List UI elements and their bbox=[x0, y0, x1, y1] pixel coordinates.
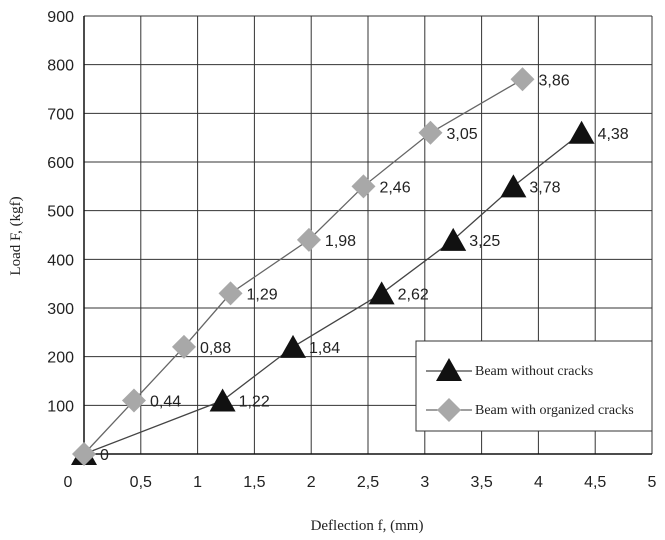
data-point-diamond bbox=[418, 120, 443, 145]
series-markers bbox=[71, 67, 595, 466]
x-tick-label: 1 bbox=[193, 474, 202, 491]
data-label: 0,88 bbox=[200, 340, 231, 357]
data-label: 0 bbox=[100, 447, 109, 464]
axes bbox=[83, 16, 652, 455]
data-point-triangle bbox=[440, 227, 467, 251]
y-tick-label: 900 bbox=[47, 9, 74, 26]
data-point-diamond bbox=[510, 67, 535, 92]
y-tick-label: 100 bbox=[47, 398, 74, 415]
legend: Beam without cracks Beam with organized … bbox=[415, 340, 653, 432]
x-tick-label: 0,5 bbox=[130, 474, 152, 491]
data-point-diamond bbox=[72, 442, 96, 466]
y-axis-title: Load F, (kgf) bbox=[8, 196, 24, 275]
x-tick-label: 4 bbox=[534, 474, 543, 491]
x-tick-label: 4,5 bbox=[584, 474, 606, 491]
data-label: 3,78 bbox=[529, 179, 560, 196]
data-label: 2,46 bbox=[379, 179, 410, 196]
data-point-diamond bbox=[351, 174, 376, 199]
legend-label-beam-without-cracks: Beam without cracks bbox=[475, 364, 593, 379]
x-tick-label: 1,5 bbox=[243, 474, 265, 491]
data-point-triangle bbox=[280, 334, 307, 358]
data-labels: 0 1,22 1,84 2,62 3,25 3,78 4,38 0,44 0,88 1,29 1,9… bbox=[100, 72, 629, 464]
legend-label-beam-with-organized-cracks: Beam with organized cracks bbox=[475, 403, 634, 418]
data-point-triangle bbox=[568, 120, 595, 144]
data-point-triangle bbox=[500, 174, 527, 198]
data-label: 4,38 bbox=[598, 126, 629, 143]
y-tick-label: 400 bbox=[47, 252, 74, 269]
data-point-diamond bbox=[171, 334, 196, 359]
data-label: 1,84 bbox=[309, 340, 340, 357]
x-tick-label: 3,5 bbox=[470, 474, 492, 491]
data-label: 1,98 bbox=[325, 233, 356, 250]
series-line-beam-with-organized-cracks bbox=[83, 78, 523, 455]
data-label: 2,62 bbox=[398, 286, 429, 303]
data-label: 3,25 bbox=[469, 233, 500, 250]
y-tick-label: 300 bbox=[47, 301, 74, 318]
x-tick-label: 2 bbox=[307, 474, 316, 491]
data-label: 1,29 bbox=[247, 286, 278, 303]
legend-box bbox=[415, 340, 653, 432]
y-tick-label: 800 bbox=[47, 58, 74, 75]
data-label: 0,44 bbox=[150, 393, 181, 410]
legend-diamond-icon bbox=[437, 398, 461, 422]
x-tick-label: 3 bbox=[420, 474, 429, 491]
data-label: 3,05 bbox=[446, 126, 477, 143]
data-point-diamond bbox=[121, 388, 146, 413]
data-label: 1,22 bbox=[239, 393, 270, 410]
grid bbox=[84, 15, 653, 454]
x-axis-title: Deflection f, (mm) bbox=[311, 518, 424, 534]
tick-labels: 0 0,5 1 1,5 2 2,5 3 3,5 4 4,5 5 100 200 300 400 500 600 7… bbox=[47, 9, 656, 491]
legend-triangle-icon bbox=[436, 358, 462, 381]
data-label: 3,86 bbox=[538, 72, 569, 89]
y-tick-label: 200 bbox=[47, 350, 74, 367]
y-tick-label: 500 bbox=[47, 204, 74, 221]
y-tick-label: 600 bbox=[47, 155, 74, 172]
data-point-triangle bbox=[368, 281, 395, 305]
x-tick-label: 0 bbox=[64, 474, 73, 491]
x-tick-label: 5 bbox=[648, 474, 657, 491]
x-tick-label: 2,5 bbox=[357, 474, 379, 491]
y-tick-label: 700 bbox=[47, 106, 74, 123]
data-point-diamond bbox=[218, 281, 243, 306]
data-point-triangle bbox=[209, 388, 236, 412]
data-point-diamond bbox=[296, 227, 321, 252]
